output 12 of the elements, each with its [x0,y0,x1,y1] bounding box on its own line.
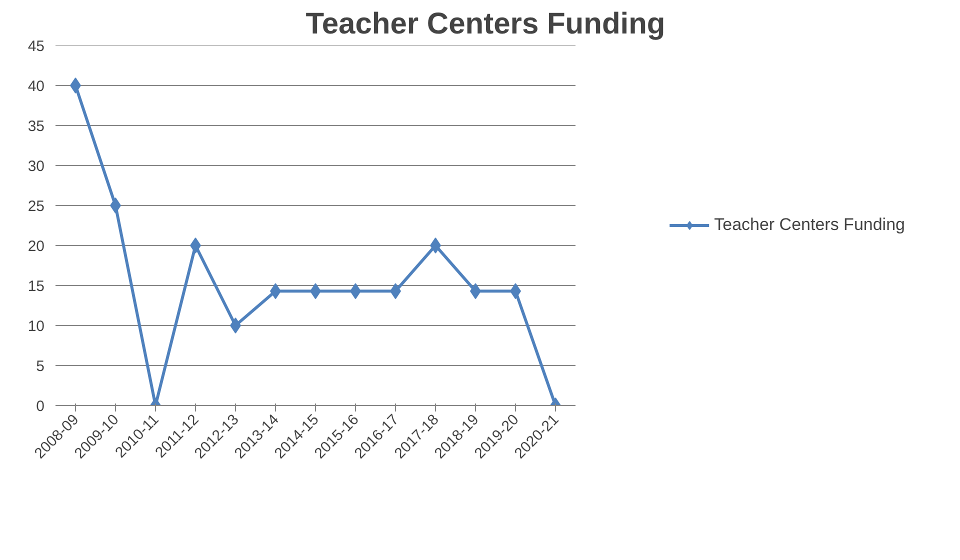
legend-label: Teacher Centers Funding [714,215,905,235]
y-tick-label: 45 [28,38,45,55]
y-tick-label: 10 [28,318,45,335]
y-tick-label: 30 [28,158,45,175]
y-tick-label: 20 [28,238,45,255]
y-tick-label: 40 [28,78,45,95]
y-tick-label: 0 [36,398,44,415]
y-tick-label: 25 [28,198,45,215]
y-tick-label: 5 [36,358,44,375]
y-tick-label: 35 [28,118,45,135]
y-tick-label: 15 [28,278,45,295]
chart-title: Teacher Centers Funding [306,8,666,40]
